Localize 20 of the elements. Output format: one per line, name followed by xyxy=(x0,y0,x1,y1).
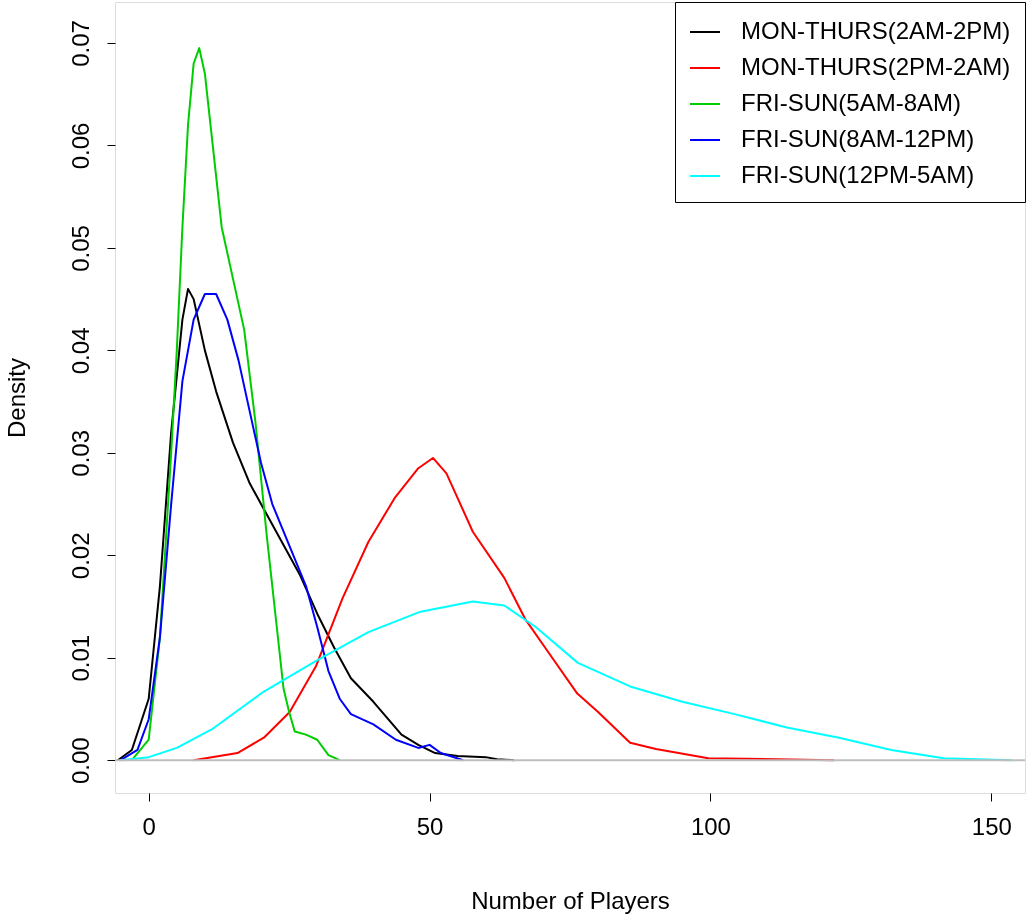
y-tick-label: 0.01 xyxy=(66,634,94,682)
legend-label: MON-THURS(2AM-2PM) xyxy=(741,17,1011,44)
y-axis-title: Density xyxy=(2,357,30,439)
y-tick-label: 0.06 xyxy=(66,122,94,170)
y-tick-label: 0.05 xyxy=(66,225,94,272)
x-axis-title: Number of Players xyxy=(471,886,670,914)
x-tick-label: 150 xyxy=(971,812,1012,840)
y-tick-label: 0.07 xyxy=(66,20,94,67)
legend-label: MON-THURS(2PM-2AM) xyxy=(741,53,1011,80)
x-tick-label: 50 xyxy=(416,812,444,840)
line-series xyxy=(130,47,341,762)
y-tick-label: 0.04 xyxy=(66,327,94,375)
legend-label: FRI-SUN(5AM-8AM) xyxy=(741,89,961,116)
x-tick-label: 0 xyxy=(142,812,156,840)
legend-label: FRI-SUN(12PM-5AM) xyxy=(741,161,975,188)
legend-label: FRI-SUN(8AM-12PM) xyxy=(741,125,975,152)
y-tick-label: 0.00 xyxy=(66,737,94,785)
x-tick-label: 100 xyxy=(690,812,731,840)
y-tick-label: 0.02 xyxy=(66,532,94,580)
y-tick-label: 0.03 xyxy=(66,429,94,477)
